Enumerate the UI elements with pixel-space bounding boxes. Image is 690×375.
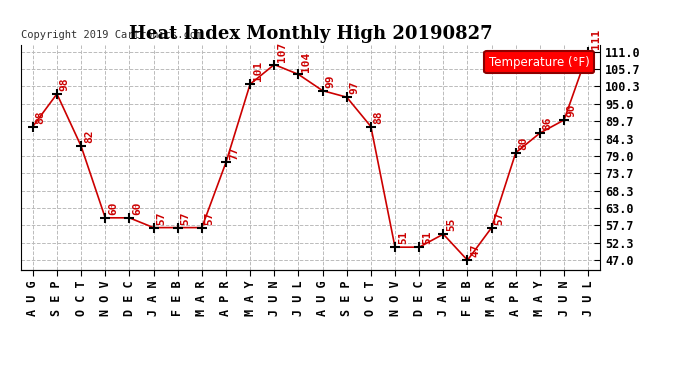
Text: 80: 80 xyxy=(519,136,529,150)
Text: Copyright 2019 Cartronics.com: Copyright 2019 Cartronics.com xyxy=(21,30,202,40)
Text: 57: 57 xyxy=(495,211,504,225)
Text: 88: 88 xyxy=(374,110,384,124)
Text: 90: 90 xyxy=(567,104,577,117)
Text: 57: 57 xyxy=(205,211,215,225)
Text: 57: 57 xyxy=(157,211,166,225)
Text: 86: 86 xyxy=(543,117,553,130)
Text: 97: 97 xyxy=(350,81,359,94)
Text: 60: 60 xyxy=(132,201,142,215)
Legend: Temperature (°F): Temperature (°F) xyxy=(484,51,594,74)
Text: 88: 88 xyxy=(36,110,46,124)
Text: 98: 98 xyxy=(60,78,70,91)
Text: 101: 101 xyxy=(253,61,263,81)
Text: 107: 107 xyxy=(277,42,287,62)
Text: 57: 57 xyxy=(181,211,190,225)
Text: 99: 99 xyxy=(326,74,335,88)
Text: 51: 51 xyxy=(422,231,432,244)
Text: 104: 104 xyxy=(302,51,311,72)
Text: 47: 47 xyxy=(471,244,480,258)
Text: 60: 60 xyxy=(108,201,118,215)
Title: Heat Index Monthly High 20190827: Heat Index Monthly High 20190827 xyxy=(129,26,492,44)
Text: 111: 111 xyxy=(591,28,601,49)
Text: 77: 77 xyxy=(229,146,239,160)
Text: 82: 82 xyxy=(84,130,94,143)
Text: 51: 51 xyxy=(398,231,408,244)
Text: 55: 55 xyxy=(446,218,456,231)
